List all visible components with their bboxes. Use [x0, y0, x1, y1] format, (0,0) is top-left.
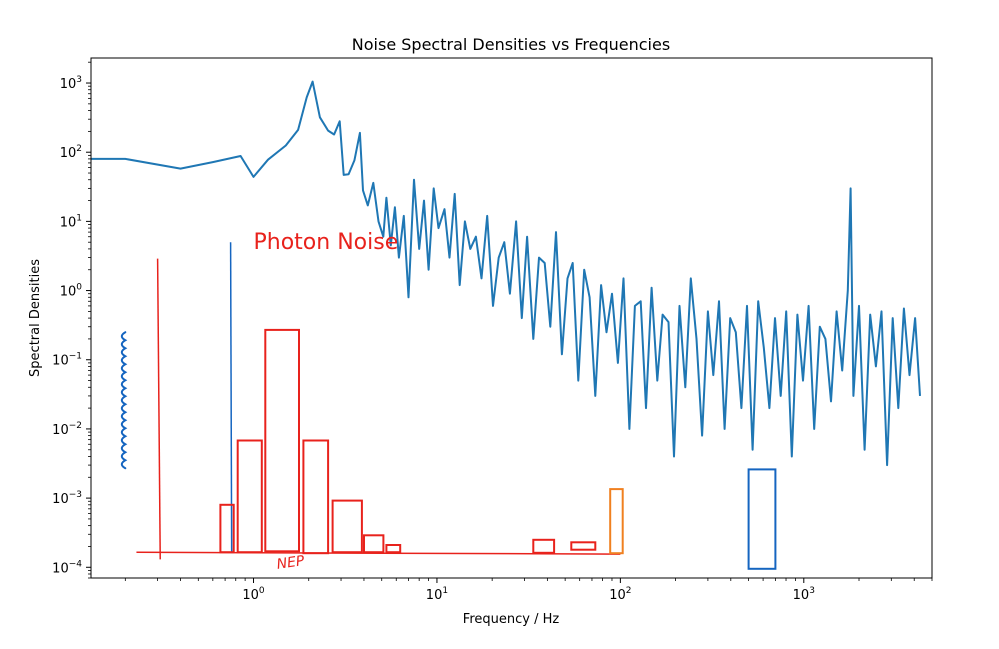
- red-box-7: [532, 538, 556, 554]
- plot-area: Photon Noise NEP: [91, 80, 921, 573]
- blue-box-0: [747, 468, 777, 570]
- red-box-5: [363, 534, 385, 554]
- y-axis-label: Spectral Densities: [28, 259, 43, 377]
- red-vertical-mark: [156, 258, 161, 560]
- red-box-6: [385, 544, 402, 554]
- orange-box-0: [609, 488, 624, 555]
- red-box-2: [264, 328, 300, 553]
- red-box-4: [331, 499, 363, 554]
- red-box-8: [570, 541, 597, 551]
- annotation-photon-noise: Photon Noise: [254, 230, 399, 255]
- red-box-0: [219, 503, 235, 554]
- series-line-0: [91, 80, 921, 467]
- annotation-nep: NEP: [276, 553, 306, 573]
- blue-vertical-mark: [229, 242, 233, 554]
- red-box-3: [302, 439, 330, 555]
- red-box-1: [236, 439, 263, 554]
- detector-scribble: [120, 331, 128, 470]
- chart-title: Noise Spectral Densities vs Frequencies: [352, 35, 670, 54]
- x-axis-label: Frequency / Hz: [463, 612, 560, 627]
- plot-clip-group: [91, 80, 921, 570]
